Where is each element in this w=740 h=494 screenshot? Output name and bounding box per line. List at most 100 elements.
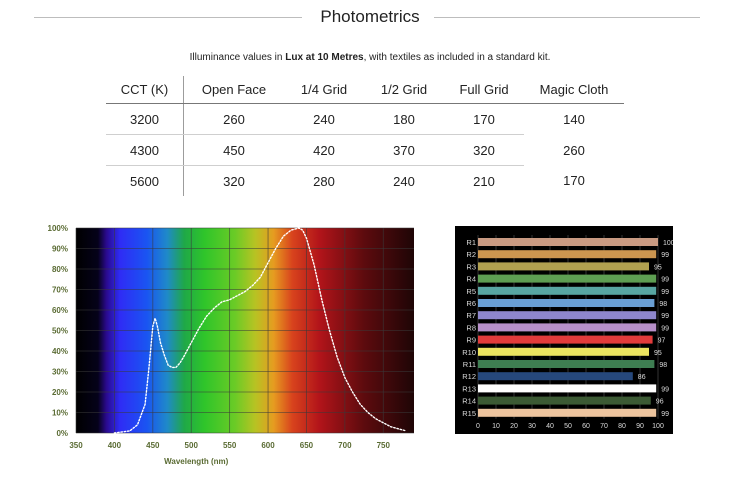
table-cell: 280: [313, 173, 335, 189]
cri-bar: [478, 408, 657, 417]
cri-category-label: R5: [466, 287, 476, 296]
y-tick-label: 0%: [56, 429, 68, 438]
cri-bar: [478, 396, 651, 405]
cri-x-tick-label: 90: [636, 423, 644, 430]
cri-category-label: R6: [466, 299, 476, 308]
cri-category-label: R1: [466, 238, 476, 247]
cri-value-label: 99: [661, 325, 669, 332]
cri-category-label: R15: [462, 409, 476, 418]
table-cell: 240: [284, 103, 364, 135]
table-row: 4300 450 420 370 320 260: [106, 134, 624, 166]
y-tick-label: 90%: [52, 245, 68, 254]
header-quarter-grid: 1/4 Grid: [284, 76, 364, 104]
table-row: 5600 320 280 240 210 170: [106, 165, 624, 196]
x-tick-label: 450: [146, 441, 160, 450]
y-tick-label: 50%: [52, 327, 68, 336]
x-tick-label: 700: [338, 441, 352, 450]
cri-value-label: 95: [654, 350, 662, 357]
title-rule-right: [434, 17, 700, 18]
cri-category-label: R11: [463, 360, 476, 369]
header-cct: CCT (K): [106, 76, 184, 104]
x-tick-label: 400: [108, 441, 122, 450]
cri-value-label: 98: [659, 301, 667, 308]
cri-x-tick-label: 60: [582, 423, 590, 430]
cri-category-label: R10: [462, 348, 476, 357]
x-axis-label: Wavelength (nm): [164, 457, 228, 466]
cri-x-tick-label: 50: [564, 423, 572, 430]
cri-bar: [478, 360, 655, 368]
y-tick-label: 20%: [52, 388, 68, 397]
cri-value-label: 95: [654, 264, 662, 271]
cri-bar: [478, 311, 657, 320]
spectrum-chart: 0% 10% 20% 30% 40% 50% 60% 70% 80% 90% 100% 350 400 4…: [48, 224, 414, 466]
header-open-face: Open Face: [183, 76, 284, 104]
caption-bold: Lux at 10 Metres: [285, 52, 364, 63]
table-cell: 170: [563, 173, 585, 189]
cri-category-label: R14: [462, 397, 476, 406]
table-cell: 4300: [106, 134, 184, 166]
table-header-row: CCT (K) Open Face 1/4 Grid 1/2 Grid Full…: [106, 76, 624, 104]
cri-value-label: 99: [661, 252, 669, 259]
table-cell: 170: [444, 103, 524, 135]
caption-suffix: , with textiles as included in a standar…: [363, 52, 551, 63]
table-cell: 260: [563, 142, 585, 158]
cri-x-tick-label: 20: [510, 423, 518, 430]
cri-x-tick-label: 40: [546, 423, 554, 430]
cri-bar: [478, 347, 649, 356]
cri-value-label: 99: [661, 386, 669, 393]
cri-bar: [478, 238, 658, 246]
y-tick-label: 30%: [52, 368, 68, 377]
cri-bar: [478, 250, 657, 259]
cri-bar: [478, 323, 657, 332]
x-tick-label: 550: [223, 441, 237, 450]
cri-bar: [478, 335, 653, 344]
header-magic-cloth: Magic Cloth: [524, 76, 624, 104]
cri-category-label: R3: [466, 262, 476, 271]
table-cell: 180: [364, 103, 444, 135]
cri-x-tick-label: 100: [652, 423, 664, 430]
cri-value-label: 98: [659, 362, 667, 369]
cri-category-label: R12: [462, 372, 476, 381]
cri-value-label: 99: [661, 289, 669, 296]
table-cell: 140: [563, 111, 585, 127]
header-full-grid: Full Grid: [444, 76, 524, 104]
cri-x-tick-label: 30: [528, 423, 536, 430]
cri-category-label: R7: [466, 311, 476, 320]
y-tick-label: 60%: [52, 306, 68, 315]
header-half-grid: 1/2 Grid: [364, 76, 444, 104]
page-title: Photometrics: [320, 7, 420, 26]
table-cell: 3200: [106, 103, 184, 135]
cri-bar: [478, 299, 655, 307]
y-tick-label: 100%: [48, 224, 68, 233]
cri-x-tick-label: 80: [618, 423, 626, 430]
table-cell: 420: [284, 134, 364, 166]
table-cell: 5600: [106, 165, 184, 196]
cri-value-label: 99: [661, 277, 669, 284]
table-row: 3200 260 240 180 170 140: [106, 103, 624, 135]
cri-category-label: R2: [466, 250, 476, 259]
cri-x-tick-label: 70: [600, 423, 608, 430]
cri-category-label: R8: [466, 323, 476, 332]
y-tick-label: 10%: [52, 409, 68, 418]
cri-value-label: 99: [661, 313, 669, 320]
table-cell: 240: [393, 173, 415, 189]
table-cell: 370: [364, 134, 444, 166]
x-tick-label: 650: [300, 441, 314, 450]
table-cell: 320: [223, 173, 245, 189]
cri-bar: [478, 274, 657, 283]
cri-value-label: 97: [658, 338, 666, 345]
title-rule-left: [34, 17, 302, 18]
cri-value-label: 86: [638, 374, 646, 381]
cri-x-tick-label: 0: [476, 423, 480, 430]
cri-bar: [478, 372, 633, 381]
cri-value-label: 100: [663, 240, 673, 247]
x-tick-label: 750: [377, 441, 391, 450]
table-cell: 320: [444, 134, 524, 166]
table-cell: 210: [473, 173, 495, 189]
cri-bar: [478, 384, 657, 393]
caption-prefix: Illuminance values in: [189, 52, 286, 63]
x-tick-label: 350: [69, 441, 83, 450]
cri-bar: [478, 262, 649, 271]
table-caption: Illuminance values in Lux at 10 Metres, …: [0, 52, 740, 63]
